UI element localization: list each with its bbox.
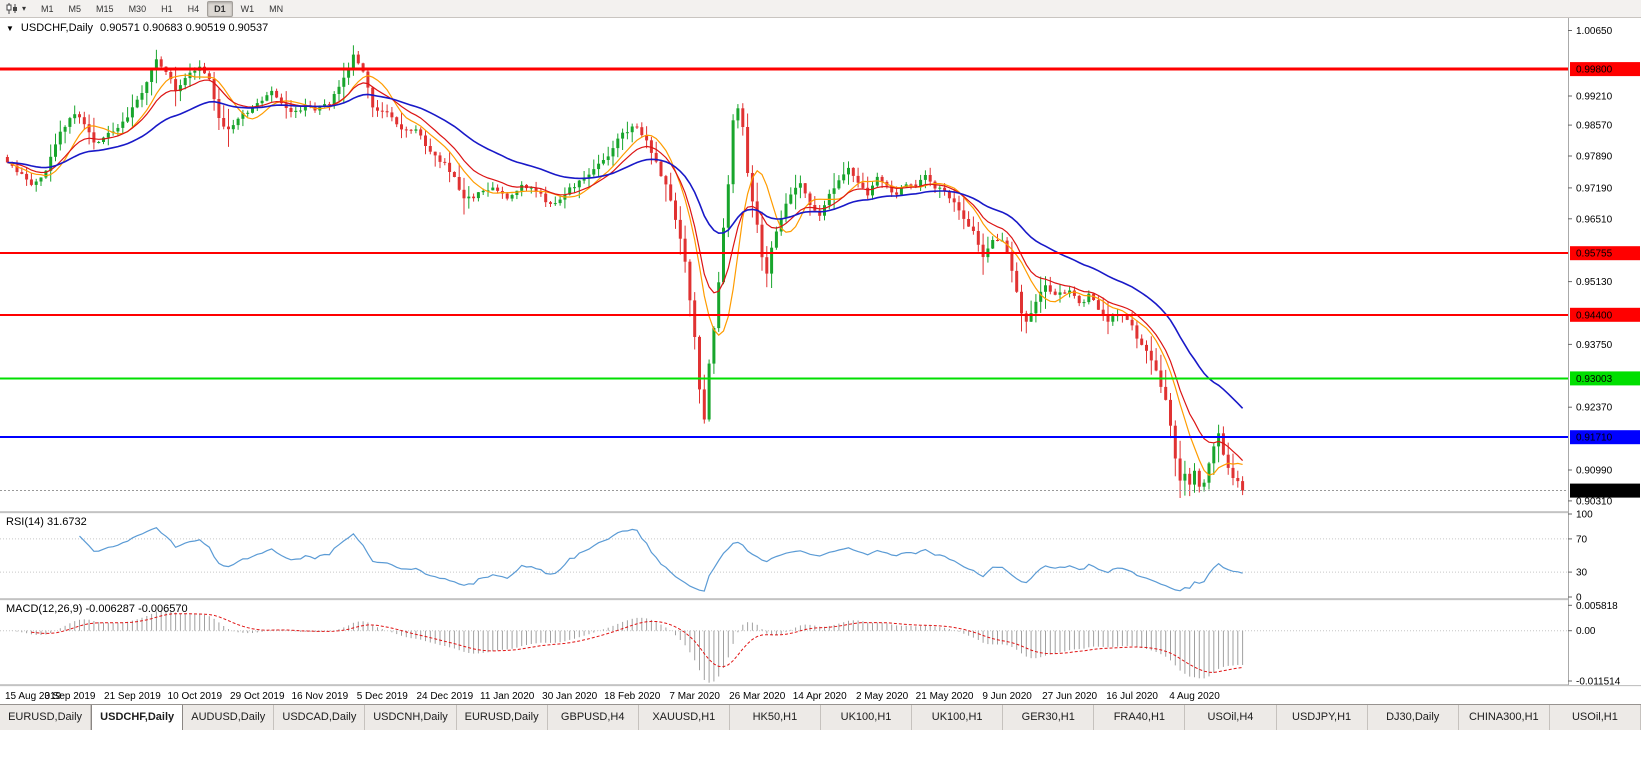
date-axis-label: 27 Jun 2020	[1042, 691, 1097, 702]
date-axis-label: 15 Aug 2019	[5, 691, 62, 702]
trading-terminal-window: ▾ M1 M5 M15 M30 H1 H4 D1 W1 MN 1.00650 0.99210 0.9…	[0, 0, 1641, 730]
chart-tab-gbpusd-h4[interactable]: GBPUSD,H4	[547, 705, 639, 730]
chart-tab-eurusd-daily[interactable]: EURUSD,Daily	[0, 705, 92, 730]
timeframe-button-W1[interactable]: W1	[240, 3, 255, 14]
price-line-badge	[1570, 62, 1640, 77]
chart-tab-usoil-h4[interactable]: USOil,H4	[1185, 705, 1277, 730]
panel-separators[interactable]	[0, 511, 1641, 687]
timeframe-button-M5[interactable]: M5	[68, 3, 82, 14]
price-axis-label: 1.00650	[1576, 26, 1613, 37]
toolbar: ▾ M1 M5 M15 M30 H1 H4 D1 W1 MN	[0, 0, 1641, 18]
date-axis-label: 16 Jul 2020	[1106, 691, 1158, 702]
ma-line-fast	[7, 74, 1243, 476]
date-axis-label: 18 Feb 2020	[604, 691, 661, 702]
price-line-badge-value: 0.91710	[1576, 433, 1613, 444]
chart-tab-china300-h1[interactable]: CHINA300,H1	[1458, 705, 1550, 730]
horizontal-price-lines[interactable]	[0, 67, 1568, 492]
timeframe-button-MN[interactable]: MN	[269, 3, 284, 14]
rsi-axis-label: 30	[1576, 568, 1588, 579]
rsi-axis-label: 70	[1576, 534, 1588, 545]
date-axis-label: 16 Nov 2019	[291, 691, 348, 702]
macd-signal-line	[31, 613, 1243, 673]
price-line-badge-value: 0.93003	[1576, 374, 1613, 385]
date-axis-label: 21 Sep 2019	[104, 691, 161, 702]
macd-axis-label: 0.005818	[1576, 601, 1618, 612]
chart-tab-uk100-h1[interactable]: UK100,H1	[820, 705, 913, 730]
date-axis-label: 14 Apr 2020	[793, 691, 847, 702]
date-axis-label: 5 Dec 2019	[357, 691, 409, 702]
price-axis-label: 0.95130	[1576, 277, 1613, 288]
price-line-badge	[1570, 483, 1640, 498]
macd-axis-label: -0.011514	[1576, 677, 1621, 688]
candlestick-chart-icon[interactable]	[4, 2, 20, 16]
timeframe-button-M15[interactable]: M15	[96, 3, 114, 14]
chart-tab-ger30-h1[interactable]: GER30,H1	[1003, 705, 1095, 730]
date-axis-label: 4 Aug 2020	[1169, 691, 1220, 702]
ma-line-slow	[7, 93, 1244, 409]
chart-tab-eurusd-daily[interactable]: EURUSD,Daily	[456, 705, 548, 730]
chart-tab-uk100-h1[interactable]: UK100,H1	[912, 705, 1004, 730]
chart-area: 1.00650 0.99210 0.98570 0.97890 0.97190 0.965…	[0, 18, 1641, 704]
price-axis-label: 0.90990	[1576, 466, 1613, 477]
date-axis-label: 7 Mar 2020	[669, 691, 720, 702]
date-axis-label: 29 Oct 2019	[230, 691, 285, 702]
rsi-line	[79, 527, 1243, 592]
chart-tab-bar: EURUSD,Daily USDCHF,Daily AUDUSD,Daily USDC…	[0, 704, 1641, 730]
price-line-badge	[1570, 307, 1640, 322]
date-axis-label: 24 Dec 2019	[416, 691, 473, 702]
price-axis-label: 0.97190	[1576, 183, 1613, 194]
date-axis-label: 2 May 2020	[856, 691, 909, 702]
price-line-badge-value: 0.90537	[1576, 486, 1613, 497]
date-axis-label: 21 May 2020	[916, 691, 974, 702]
timeframe-button-H4[interactable]: H4	[187, 3, 200, 14]
date-axis-label: 9 Jun 2020	[982, 691, 1032, 702]
candles-layer	[5, 45, 1245, 498]
date-axis-label: 3 Sep 2019	[44, 691, 96, 702]
date-axis-label: 10 Oct 2019	[168, 691, 223, 702]
price-axis-label: 0.90310	[1576, 496, 1613, 507]
chart-tab-usdjpy-h1[interactable]: USDJPY,H1	[1276, 705, 1368, 730]
price-axis[interactable]: 1.00650 0.99210 0.98570 0.97890 0.97190 0.965…	[1568, 18, 1641, 688]
chart-tab-usdcad-daily[interactable]: USDCAD,Daily	[274, 705, 366, 730]
price-axis-label: 0.92370	[1576, 403, 1613, 414]
price-axis-label: 0.99210	[1576, 92, 1613, 103]
timeframe-button-M1[interactable]: M1	[41, 3, 54, 14]
chart-tab-xauusd-h1[interactable]: XAUUSD,H1	[638, 705, 730, 730]
macd-axis-label: 0.00	[1576, 626, 1596, 637]
timeframe-button-H1[interactable]: H1	[161, 3, 173, 14]
rsi-axis-label: 100	[1576, 510, 1593, 521]
ma-line-medium	[7, 79, 1244, 462]
rsi-axis-label: 0	[1576, 593, 1582, 604]
date-axis-label: 11 Jan 2020	[480, 691, 535, 702]
chart-tab-usdchf-daily[interactable]: USDCHF,Daily	[91, 705, 184, 730]
date-axis-label: 26 Mar 2020	[729, 691, 786, 702]
chart-tab-audusd-daily[interactable]: AUDUSD,Daily	[183, 705, 275, 730]
chart-tab-dj30-daily[interactable]: DJ30,Daily	[1367, 705, 1459, 730]
chart-canvas[interactable]: 1.00650 0.99210 0.98570 0.97890 0.97190 0.965…	[0, 18, 1641, 704]
moving-averages-layer	[7, 74, 1244, 476]
price-line-badge-value: 0.99800	[1576, 65, 1613, 76]
date-axis-label: 30 Jan 2020	[542, 691, 597, 702]
price-line-badge	[1570, 371, 1640, 386]
price-line-badge	[1570, 246, 1640, 261]
timeframe-buttons: M1 M5 M15 M30 H1 H4 D1 W1 MN	[34, 0, 290, 17]
price-axis-label: 0.97890	[1576, 152, 1613, 163]
price-axis-label: 0.93750	[1576, 340, 1613, 351]
price-line-badge-value: 0.95755	[1576, 249, 1613, 260]
chart-tab-usdcnh-daily[interactable]: USDCNH,Daily	[365, 705, 457, 730]
price-axis-label: 0.96510	[1576, 214, 1613, 225]
rsi-panel-layer	[0, 527, 1568, 592]
chart-tab-hk50-h1[interactable]: HK50,H1	[729, 705, 821, 730]
price-axis-label: 0.98570	[1576, 121, 1613, 132]
price-line-badge-value: 0.94400	[1576, 310, 1613, 321]
chart-tab-usoil-h1[interactable]: USOil,H1	[1549, 705, 1641, 730]
chart-tab-fra40-h1[interactable]: FRA40,H1	[1094, 705, 1186, 730]
timeframe-button-D1[interactable]: D1	[207, 0, 233, 17]
macd-panel-layer	[0, 610, 1568, 683]
chevron-down-icon[interactable]: ▾	[22, 4, 27, 13]
price-line-badge	[1570, 430, 1640, 445]
timeframe-button-M30[interactable]: M30	[128, 3, 147, 14]
